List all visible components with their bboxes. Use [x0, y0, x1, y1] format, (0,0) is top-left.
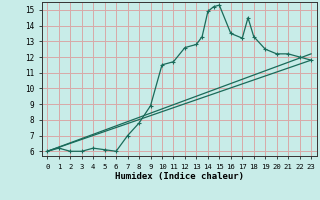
X-axis label: Humidex (Indice chaleur): Humidex (Indice chaleur): [115, 172, 244, 181]
